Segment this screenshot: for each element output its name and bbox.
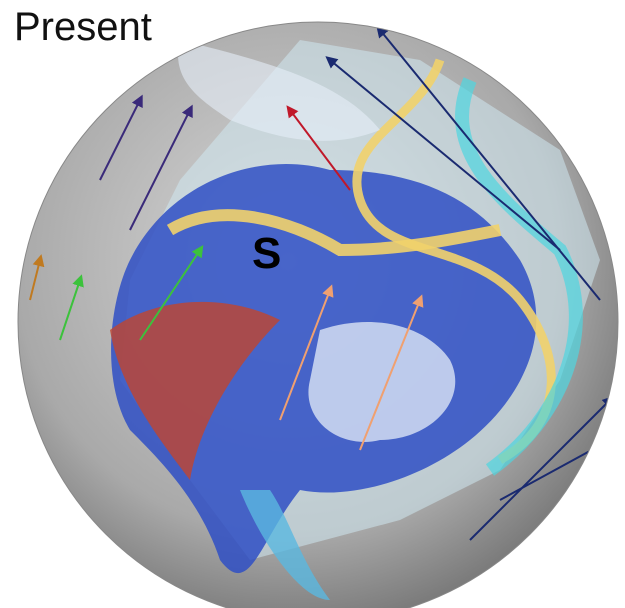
page: {"title": "Present", "labels": [{"text":… <box>0 0 625 608</box>
map-label: S <box>252 229 281 278</box>
globe-view: Present S <box>0 0 625 608</box>
title: Present <box>14 5 152 49</box>
